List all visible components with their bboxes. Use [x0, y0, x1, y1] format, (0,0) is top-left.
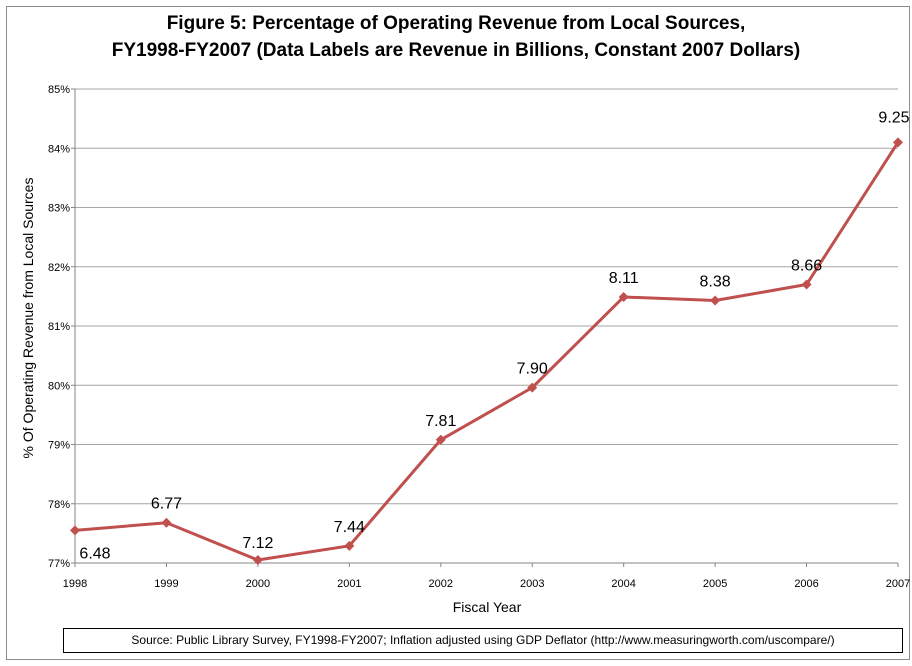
x-axis-title: Fiscal Year	[453, 599, 522, 615]
data-point-marker	[161, 517, 172, 528]
data-label: 7.81	[425, 413, 456, 430]
x-tick-label: 2007	[886, 578, 910, 590]
data-point-marker	[252, 555, 263, 566]
data-point-marker	[801, 279, 812, 290]
data-label: 8.66	[791, 258, 822, 275]
data-point-marker	[435, 434, 446, 445]
y-tick-label: 80%	[48, 380, 70, 392]
series-local-revenue-share	[70, 137, 903, 566]
x-tick-label: 2004	[611, 578, 635, 590]
x-tick-label: 2005	[703, 578, 727, 590]
data-point-marker	[710, 295, 721, 306]
data-label: 8.38	[700, 274, 731, 291]
x-tick-label: 2001	[337, 578, 361, 590]
data-label: 8.11	[609, 270, 639, 287]
y-tick-label: 84%	[48, 143, 70, 155]
x-tick-label: 2006	[794, 578, 818, 590]
y-tick-label: 78%	[48, 499, 70, 511]
y-tick-label: 77%	[48, 558, 70, 570]
data-point-marker	[618, 291, 629, 302]
data-point-marker	[527, 382, 538, 393]
data-label: 7.44	[334, 519, 365, 536]
series-line	[74, 141, 900, 562]
data-label: 7.12	[242, 535, 273, 552]
x-tick-label: 2003	[520, 578, 544, 590]
y-tick-label: 81%	[48, 321, 70, 333]
axes: 77% 78% 79% 80% 81% 82% 83% 84% 85% 1998 1999 2000 2…	[48, 84, 910, 590]
data-label: 9.25	[878, 109, 909, 126]
data-label: 6.77	[151, 496, 182, 513]
source-note: Source: Public Library Survey, FY1998-FY…	[63, 628, 903, 653]
chart-title-line-2: FY1998-FY2007 (Data Labels are Revenue i…	[111, 40, 801, 61]
y-axis-title: % Of Operating Revenue from Local Source…	[20, 178, 36, 459]
x-tick-label: 2002	[429, 578, 453, 590]
x-tick-label: 1999	[154, 578, 178, 590]
x-tick-label: 1998	[63, 578, 87, 590]
data-label: 7.90	[517, 361, 548, 378]
y-tick-label: 82%	[48, 262, 70, 274]
data-point-marker	[344, 540, 355, 551]
y-tick-label: 85%	[48, 84, 70, 96]
y-tick-label: 83%	[48, 203, 70, 215]
data-point-marker	[70, 525, 80, 536]
data-label: 6.48	[79, 545, 110, 562]
data-point-marker	[893, 137, 903, 148]
chart-frame	[6, 6, 910, 660]
chart-title-line-1: Figure 5: Percentage of Operating Revenu…	[166, 13, 746, 34]
y-tick-label: 79%	[48, 440, 70, 452]
x-tick-label: 2000	[246, 578, 270, 590]
gridlines	[75, 88, 898, 505]
data-labels: 6.48 6.77 7.12 7.44 7.81 7.90 8.11 8.38 8.66 9.25	[79, 109, 909, 562]
